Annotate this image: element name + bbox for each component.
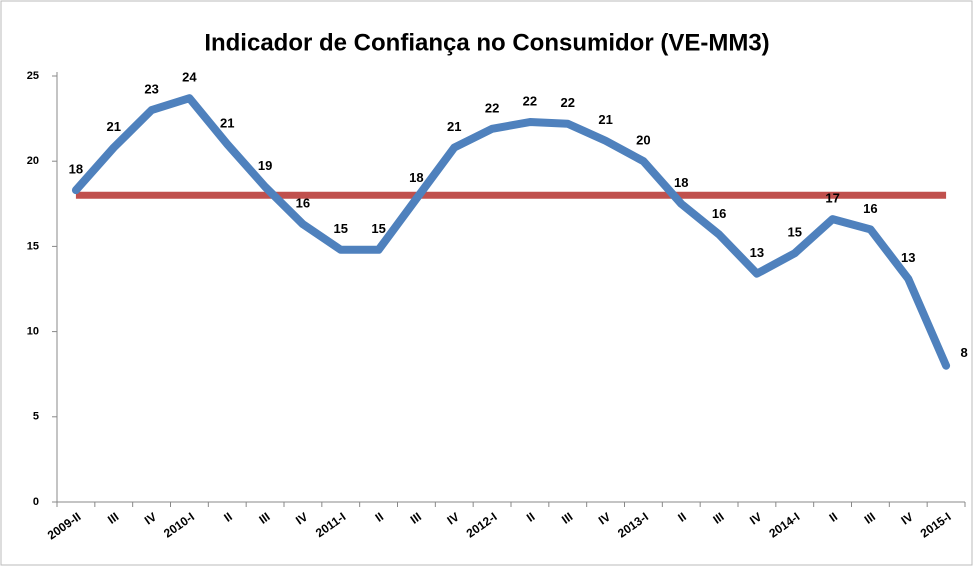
data-label: 13: [901, 250, 915, 265]
data-label: 19: [258, 158, 272, 173]
data-label: 22: [561, 95, 575, 110]
data-label: 17: [825, 191, 839, 206]
data-label: 22: [485, 100, 499, 115]
data-label: 18: [409, 170, 423, 185]
data-label: 21: [107, 119, 121, 134]
data-label: 15: [788, 225, 802, 240]
y-tick-label: 15: [27, 240, 39, 252]
chart-title: Indicador de Confiança no Consumidor (VE…: [204, 29, 769, 56]
data-label: 21: [220, 116, 234, 131]
data-label: 13: [750, 245, 764, 260]
data-label: 16: [712, 206, 726, 221]
y-tick-label: 20: [27, 155, 39, 167]
data-label: 8: [960, 345, 967, 360]
data-label: 15: [334, 221, 348, 236]
data-label: 16: [296, 196, 310, 211]
data-line: [71, 94, 951, 370]
data-label: 24: [182, 70, 197, 85]
y-tick-label: 10: [27, 326, 39, 338]
data-label: 21: [598, 112, 612, 127]
data-label: 18: [69, 162, 83, 177]
data-label: 20: [636, 133, 650, 148]
y-tick-label: 5: [33, 411, 39, 423]
data-label: 21: [447, 119, 461, 134]
data-label: 23: [144, 82, 158, 97]
y-tick-label: 25: [27, 70, 39, 82]
data-label: 15: [371, 221, 385, 236]
data-label: 18: [674, 175, 688, 190]
data-label: 16: [863, 201, 877, 216]
data-label: 22: [523, 93, 537, 108]
y-tick-label: 0: [33, 496, 39, 508]
